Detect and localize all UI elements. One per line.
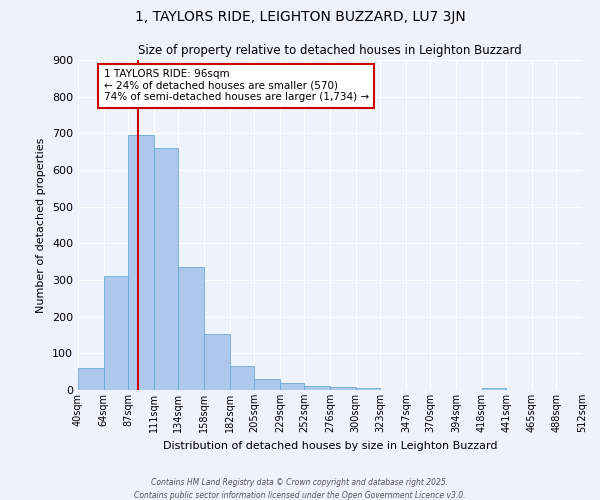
Text: Contains HM Land Registry data © Crown copyright and database right 2025.
Contai: Contains HM Land Registry data © Crown c… xyxy=(134,478,466,500)
Bar xyxy=(78,368,104,390)
Bar xyxy=(280,384,304,390)
Bar xyxy=(104,276,128,390)
Bar xyxy=(482,388,506,390)
Y-axis label: Number of detached properties: Number of detached properties xyxy=(37,138,46,312)
Bar xyxy=(204,334,230,390)
X-axis label: Distribution of detached houses by size in Leighton Buzzard: Distribution of detached houses by size … xyxy=(163,440,497,450)
Bar xyxy=(304,386,330,390)
Title: Size of property relative to detached houses in Leighton Buzzard: Size of property relative to detached ho… xyxy=(138,44,522,58)
Bar xyxy=(330,387,356,390)
Bar xyxy=(128,135,154,390)
Bar xyxy=(254,379,280,390)
Text: 1 TAYLORS RIDE: 96sqm
← 24% of detached houses are smaller (570)
74% of semi-det: 1 TAYLORS RIDE: 96sqm ← 24% of detached … xyxy=(104,69,369,102)
Bar xyxy=(356,388,380,390)
Text: 1, TAYLORS RIDE, LEIGHTON BUZZARD, LU7 3JN: 1, TAYLORS RIDE, LEIGHTON BUZZARD, LU7 3… xyxy=(134,10,466,24)
Bar xyxy=(178,267,204,390)
Bar xyxy=(230,366,254,390)
Bar xyxy=(154,148,178,390)
